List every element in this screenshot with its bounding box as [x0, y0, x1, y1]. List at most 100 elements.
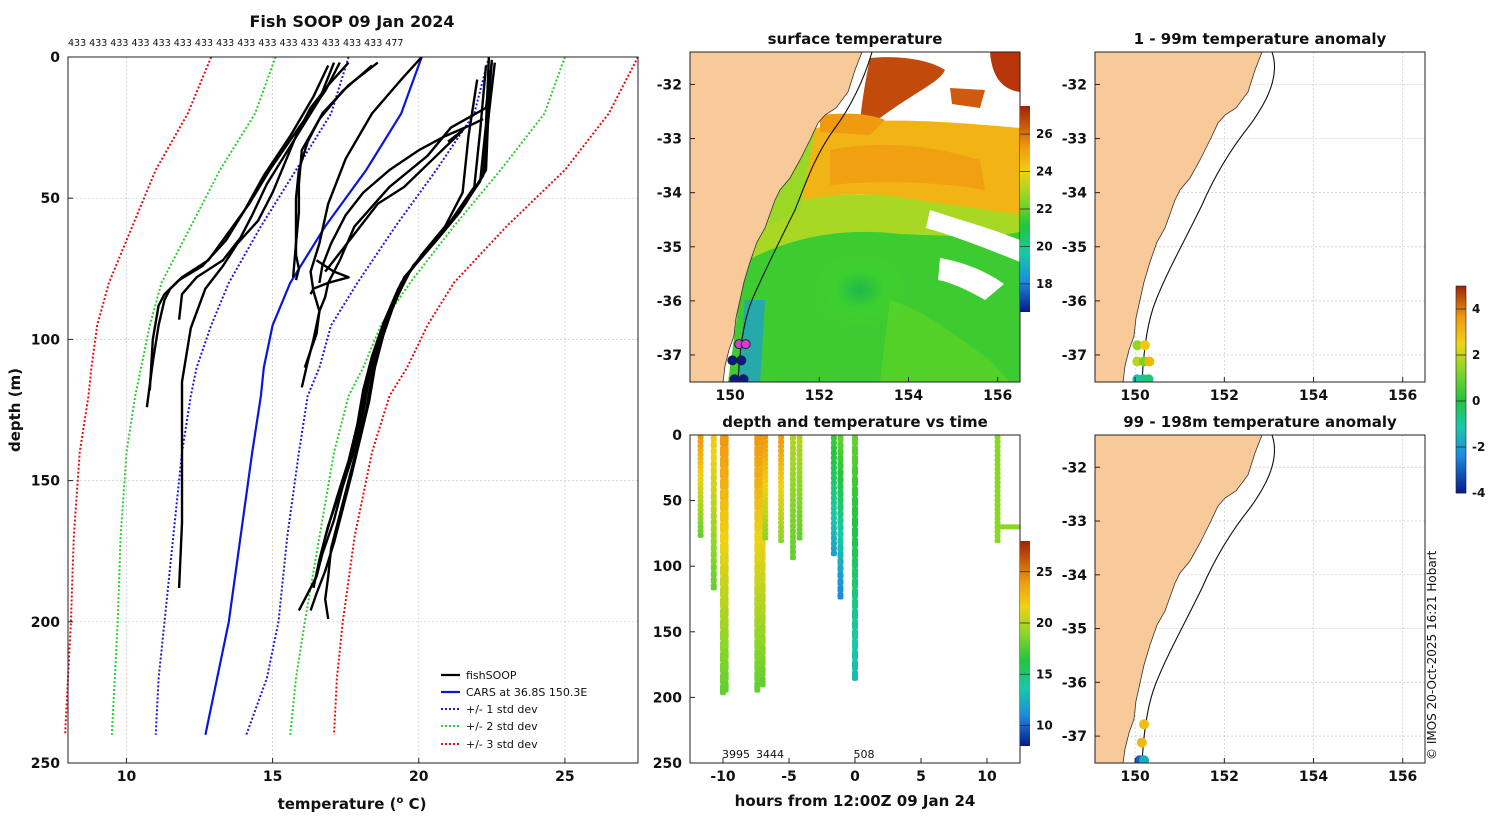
- fishsoop-profile-line: [177, 62, 336, 320]
- time-cast-segment: [830, 440, 837, 446]
- time-cast-segment: [830, 505, 837, 511]
- sst-transition-band: [752, 194, 1020, 258]
- time-cast-segment: [778, 461, 785, 467]
- time-cast-segment: [830, 460, 837, 466]
- time-cast-segment: [778, 515, 785, 521]
- time-cast-segment: [830, 495, 837, 501]
- std3-lower-line: [64, 56, 213, 735]
- time-cast-segment: [762, 435, 769, 440]
- time-cast-segment: [830, 515, 837, 521]
- time-cast-segment: [778, 493, 785, 499]
- time-cast-segment: [837, 435, 844, 443]
- sst-cast-markers: [727, 339, 751, 382]
- map-y-tick-label: -36: [1062, 294, 1087, 310]
- time-cast-segment: [796, 465, 803, 471]
- time-cast-segment: [754, 660, 761, 672]
- time-cast-segment: [710, 512, 717, 520]
- time-cast-segment: [994, 493, 1001, 499]
- anomaly-map-top-frame: [1094, 51, 1426, 383]
- legend-label-std3: +/- 3 std dev: [466, 738, 538, 751]
- time-cast-segment: [789, 549, 796, 555]
- time-cast-segment: [830, 530, 837, 537]
- map-y-tick-label: -35: [1062, 240, 1087, 256]
- time-cast-segment: [837, 571, 844, 579]
- map-y-tick-label: -33: [1062, 514, 1087, 530]
- time-cast-segment: [710, 435, 717, 442]
- time-cast-segment: [722, 435, 729, 447]
- time-cast-segment: [830, 465, 837, 471]
- map-x-tick-label: 154: [1299, 388, 1328, 404]
- time-cast-segment: [759, 655, 766, 667]
- time-cast-segment: [754, 531, 761, 543]
- anomaly-top-point: [1143, 374, 1154, 382]
- profile-y-tick-label: 50: [41, 191, 61, 207]
- time-cast-segment: [762, 465, 769, 471]
- time-cast-segment: [754, 563, 761, 575]
- time-cast-segment: [994, 452, 1001, 458]
- time-cast-segment: [994, 439, 1001, 445]
- time-cast-segment: [852, 445, 858, 456]
- std1-lower-line: [154, 56, 350, 735]
- time-cast-segment: [830, 470, 837, 476]
- time-cast-segment: [710, 538, 717, 546]
- time-cast-segment: [754, 552, 761, 565]
- time-cast-segment: [697, 452, 704, 457]
- time-cast-segment: [754, 649, 761, 661]
- time-cast-segment: [710, 557, 717, 565]
- time-cast-segment: [796, 522, 803, 528]
- time-cast-segment: [697, 520, 704, 526]
- anomaly-map-top-title: 1 - 99m temperature anomaly: [1134, 30, 1387, 48]
- anomaly-top-land: [1095, 52, 1263, 382]
- anomaly-top-contour: [1141, 52, 1276, 382]
- std2-upper-line: [289, 56, 566, 735]
- time-cast-segment: [762, 500, 769, 506]
- time-colorbar-tick-label: 10: [1036, 719, 1053, 733]
- fishsoop-profile-line: [309, 59, 493, 611]
- time-cast-segment: [754, 638, 761, 650]
- time-cast-segment: [994, 488, 1001, 494]
- time-cast-segment: [796, 483, 803, 488]
- time-cast-segment: [697, 498, 704, 504]
- anomaly-bottom-points: [1134, 719, 1150, 763]
- legend-label-std1: +/- 1 std dev: [466, 703, 538, 716]
- time-cast-segment: [837, 503, 844, 511]
- time-cast-segment: [762, 469, 769, 475]
- time-cast-segment: [697, 443, 704, 449]
- time-cast-segment: [837, 462, 844, 470]
- time-cast-segment: [852, 537, 858, 548]
- time-x-tick-label: 0: [850, 769, 860, 785]
- time-cast-segment: [796, 531, 803, 537]
- sst-colorbar-tick-label: 20: [1036, 239, 1053, 253]
- time-cast-segment: [697, 490, 704, 496]
- map-y-tick-label: -33: [1062, 132, 1087, 148]
- time-cast-segment: [837, 482, 844, 491]
- profile-x-tick-label: 25: [555, 769, 574, 785]
- time-cast-segment: [994, 461, 1001, 467]
- time-cast-segment: [789, 502, 796, 509]
- time-cast-segment: [837, 523, 844, 532]
- time-cast-segment: [759, 602, 766, 614]
- time-cast-segment: [778, 538, 785, 544]
- time-cast-segment: [754, 520, 761, 532]
- fishsoop-profile-line: [324, 129, 464, 273]
- time-cast-segment: [697, 435, 704, 440]
- time-cast-segment: [796, 518, 803, 523]
- sst-colorbar-ticks: 26 24 22 20 18: [1020, 127, 1053, 291]
- time-cast-segment: [830, 500, 837, 506]
- map-y-tick-label: -37: [657, 348, 682, 364]
- time-cast-segment: [778, 484, 785, 490]
- time-cast-segment: [796, 487, 803, 493]
- time-cast-segment: [722, 585, 729, 597]
- time-cast-segment: [754, 456, 761, 468]
- time-cast-segment: [796, 509, 803, 515]
- time-cast-segment: [710, 480, 717, 488]
- time-cast-segment: [762, 526, 769, 532]
- time-cast-segment: [837, 476, 844, 484]
- time-cast-segment: [994, 470, 1001, 476]
- time-cast-segment: [722, 595, 729, 607]
- time-cast-segment: [754, 477, 761, 490]
- time-cast-segment: [796, 478, 803, 484]
- sst-cast-marker: [736, 355, 747, 366]
- profile-y-tick-label: 250: [31, 756, 60, 772]
- time-cast-segment: [778, 506, 785, 512]
